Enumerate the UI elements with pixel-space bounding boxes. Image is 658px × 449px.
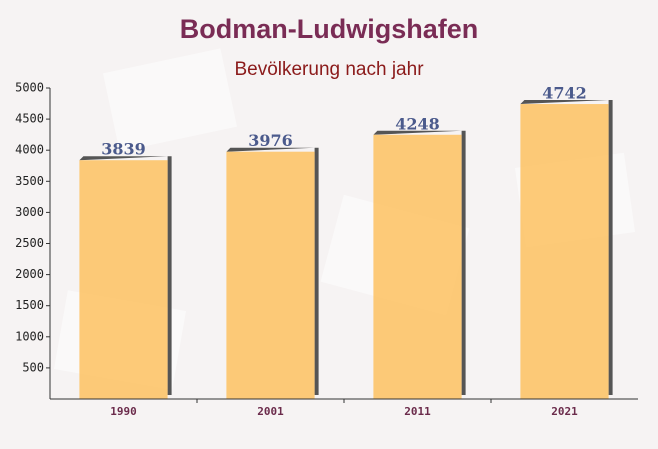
x-tick-label: 2011 bbox=[404, 405, 431, 418]
value-label: 4248 bbox=[395, 114, 440, 133]
bar bbox=[226, 151, 315, 399]
y-tick-label: 4000 bbox=[15, 143, 44, 157]
y-tick-label: 4500 bbox=[15, 112, 44, 126]
value-label: 3976 bbox=[248, 131, 293, 150]
chart-title: Bodman-Ludwigshafen bbox=[180, 14, 479, 44]
chart-subtitle: Bevölkerung nach jahr bbox=[234, 59, 424, 80]
x-tick-label: 1990 bbox=[110, 405, 137, 418]
y-tick-label: 3000 bbox=[15, 205, 44, 219]
y-tick-label: 500 bbox=[22, 360, 44, 374]
y-tick-label: 2000 bbox=[15, 267, 44, 281]
bar bbox=[79, 160, 168, 399]
y-tick-label: 3500 bbox=[15, 174, 44, 188]
y-tick-label: 1500 bbox=[15, 298, 44, 312]
y-tick-label: 5000 bbox=[15, 81, 44, 95]
value-label: 3839 bbox=[101, 140, 146, 159]
y-tick-label: 2500 bbox=[15, 236, 44, 250]
bar bbox=[373, 134, 462, 399]
y-tick-label: 1000 bbox=[15, 329, 44, 343]
x-tick-label: 2021 bbox=[551, 405, 578, 418]
x-tick-label: 2001 bbox=[257, 405, 284, 418]
value-label: 4742 bbox=[542, 84, 587, 103]
bar bbox=[520, 104, 609, 399]
